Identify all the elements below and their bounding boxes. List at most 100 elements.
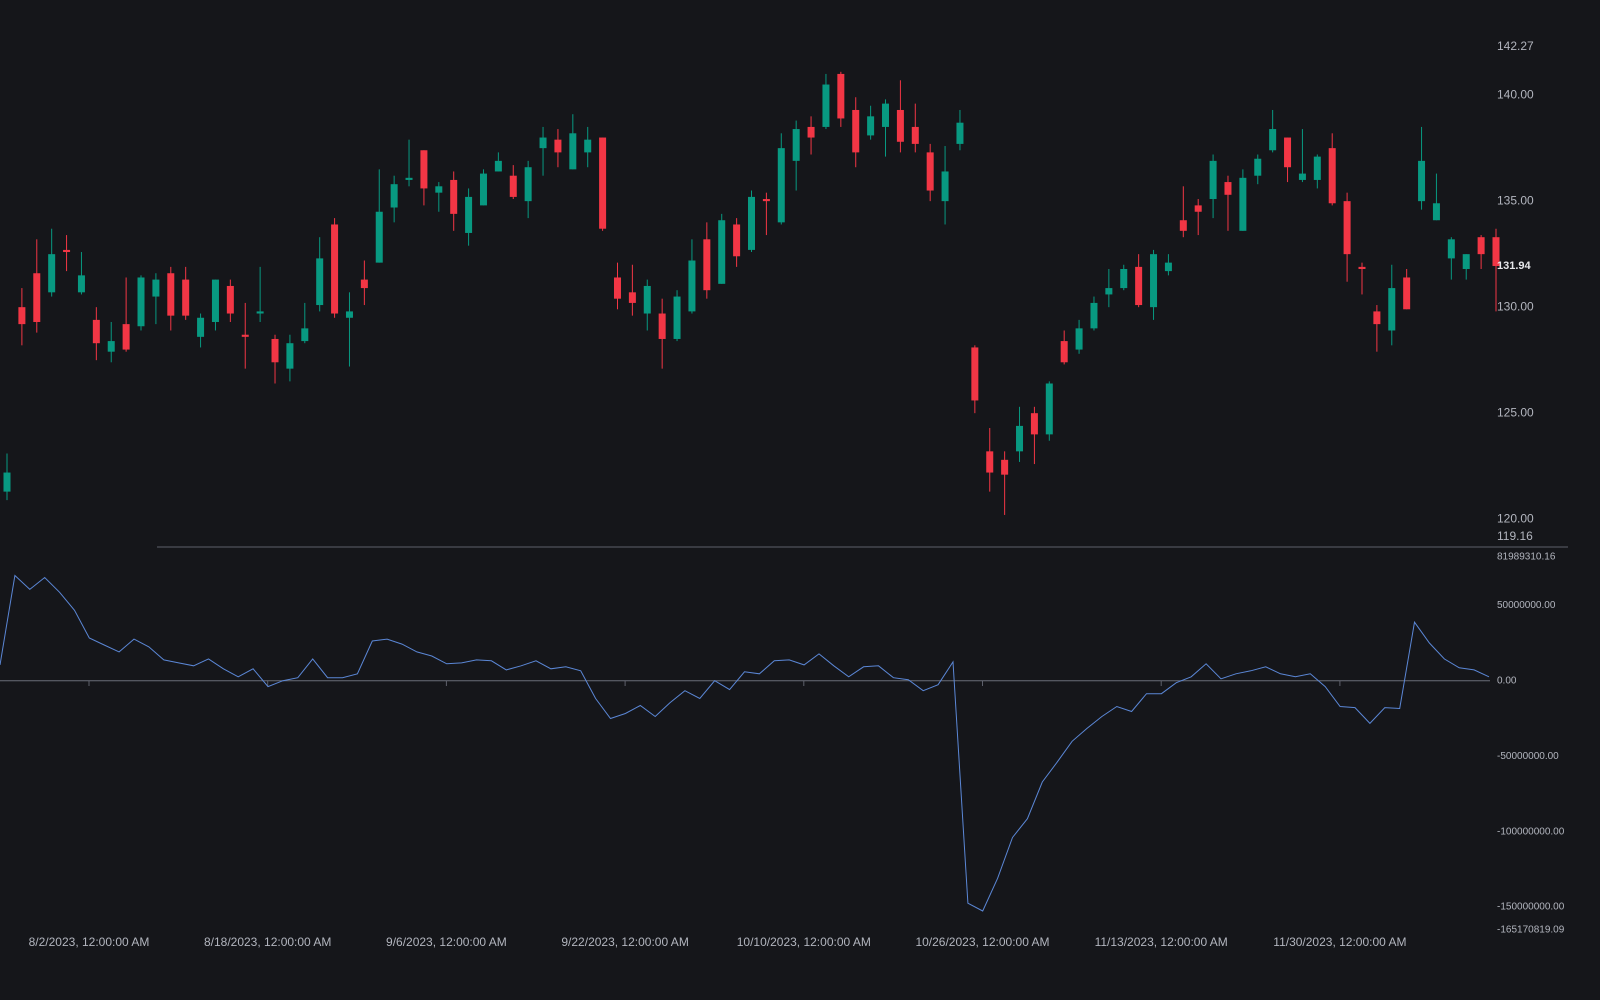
y-tick-label: -50000000.00 [1497, 751, 1559, 762]
candle-body [63, 249, 71, 253]
candle-body [822, 84, 830, 127]
y-tick-label: 125.00 [1497, 405, 1534, 419]
candle-body [837, 73, 845, 119]
candle-body [450, 179, 458, 214]
candle-body [1284, 137, 1292, 168]
candle-body [613, 277, 621, 299]
candle-body [360, 279, 368, 289]
candle-body [1060, 341, 1068, 363]
candle-body [1403, 277, 1411, 310]
candle-body [345, 311, 353, 318]
candle-body [301, 328, 309, 342]
candle-body [405, 177, 413, 180]
candle-body [867, 116, 875, 136]
candle-body [926, 152, 934, 191]
candle-body [509, 175, 517, 197]
candle-body [1492, 237, 1500, 267]
candle-body [1239, 177, 1247, 231]
candle-body [1358, 266, 1366, 269]
x-tick-label: 9/6/2023, 12:00:00 AM [386, 935, 507, 949]
candle-body [271, 338, 279, 363]
y-tick-label: 140.00 [1497, 87, 1534, 101]
candle-body [584, 139, 592, 153]
candle-body [986, 451, 994, 473]
candle-body [48, 254, 56, 293]
candle-body [807, 126, 815, 138]
candle-body [1075, 328, 1083, 350]
candle-body [137, 277, 145, 327]
candle-body [1254, 158, 1262, 176]
candle-body [1090, 302, 1098, 329]
candle-body [1001, 459, 1009, 475]
candle-body [599, 137, 607, 229]
candle-body [494, 160, 502, 172]
y-tick-label: 81989310.16 [1497, 552, 1556, 563]
candle-body [718, 220, 726, 284]
candle-body [197, 317, 205, 337]
candle-body [420, 150, 428, 189]
candle-body [1418, 160, 1426, 202]
x-tick-label: 8/2/2023, 12:00:00 AM [29, 935, 150, 949]
candle-body [211, 279, 219, 323]
candle-body [524, 167, 532, 202]
candle-body [896, 109, 904, 142]
candle-body [554, 139, 562, 153]
candle-body [1298, 173, 1306, 180]
candle-body [733, 224, 741, 257]
y-tick-label: 120.00 [1497, 511, 1534, 525]
candle-body [1328, 148, 1336, 204]
candle-body [3, 472, 11, 492]
candle-body [1209, 160, 1217, 200]
candle-body [167, 273, 175, 316]
candle-body [852, 109, 860, 153]
candle-body [1120, 268, 1128, 289]
candle-body [256, 311, 264, 314]
candle-body [1343, 201, 1351, 255]
y-tick-label: 0.00 [1497, 675, 1517, 686]
y-tick-label: 142.27 [1497, 39, 1534, 53]
candle-body [762, 199, 770, 202]
candle-body [1388, 288, 1396, 331]
candle-body [107, 341, 115, 352]
y-tick-label: -100000000.00 [1497, 826, 1565, 837]
y-tick-label: 130.00 [1497, 299, 1534, 313]
candle-body [1432, 203, 1440, 221]
candle-body [658, 313, 666, 339]
candle-body [182, 279, 190, 316]
candle-body [77, 275, 85, 293]
candle-body [1462, 254, 1470, 269]
candle-body [1016, 425, 1024, 452]
x-tick-label: 9/22/2023, 12:00:00 AM [561, 935, 688, 949]
x-tick-label: 11/30/2023, 12:00:00 AM [1273, 935, 1406, 949]
candle-body [777, 148, 785, 223]
candle-body [1164, 262, 1172, 272]
candle-body [390, 184, 398, 208]
candle-body [122, 324, 130, 350]
y-tick-label: 119.16 [1497, 529, 1533, 543]
candle-body [33, 273, 41, 323]
y-tick-label: -165170819.09 [1497, 925, 1565, 936]
candle-body [1179, 220, 1187, 231]
candle-body [1373, 311, 1381, 325]
candle-body [971, 347, 979, 401]
candle-body [1224, 182, 1232, 195]
candle-body [92, 319, 100, 344]
candle-body [1447, 239, 1455, 259]
candle-body [703, 239, 711, 291]
candle-body [911, 126, 919, 144]
candle-body [673, 296, 681, 339]
y-tick-label: -150000000.00 [1497, 902, 1565, 913]
candle-body [1150, 254, 1158, 308]
candle-body [539, 137, 547, 149]
candle-body [569, 133, 577, 170]
candle-body [226, 285, 234, 314]
y-tick-label: 135.00 [1497, 193, 1534, 207]
candle-body [316, 258, 324, 306]
indicator-line [0, 574, 1490, 912]
candle-body [941, 171, 949, 202]
candle-body [688, 260, 696, 312]
candle-body [1194, 205, 1202, 212]
candle-body [286, 343, 294, 369]
